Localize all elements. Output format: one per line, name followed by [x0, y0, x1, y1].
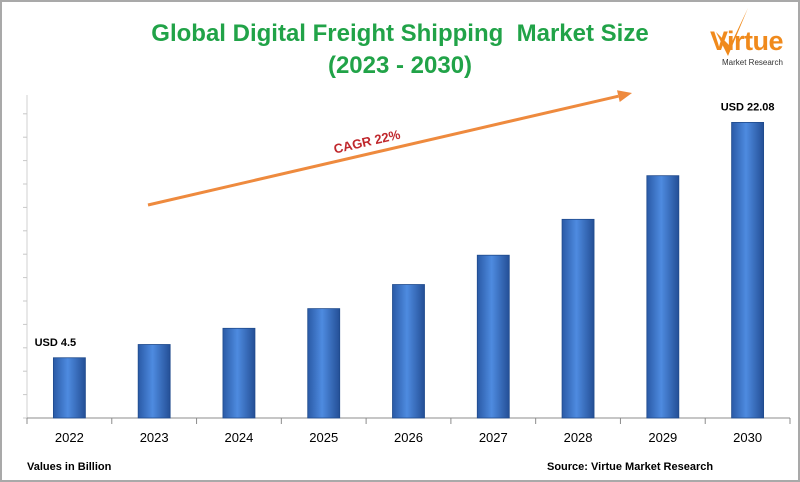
source-note: Source: Virtue Market Research: [547, 461, 714, 473]
x-tick-label: 2026: [394, 430, 423, 445]
values-unit-note: Values in Billion: [27, 461, 112, 473]
bar-2030: [731, 121, 765, 419]
logo-checkmark-icon: [716, 8, 748, 56]
bar-2026: [392, 284, 425, 419]
bar-2024: [222, 327, 256, 419]
virtue-logo: Virtue Market Research: [708, 6, 794, 72]
x-tick-label: 2027: [479, 430, 508, 445]
x-tick-label: 2028: [564, 430, 593, 445]
logo-subtitle: Market Research: [722, 58, 783, 67]
bar-2029: [646, 175, 680, 419]
bar-2027: [476, 254, 510, 419]
data-label: USD 4.5: [35, 337, 77, 349]
bar-2025: [307, 308, 341, 419]
cagr-arrow-shaft: [147, 94, 619, 207]
bar-2023: [137, 344, 171, 419]
x-tick-label: 2030: [733, 430, 762, 445]
x-tick-label: 2023: [140, 430, 169, 445]
cagr-arrow-head: [617, 90, 632, 103]
bar-2022: [52, 357, 86, 419]
chart-title: Global Digital Freight Shipping Market S…: [80, 18, 720, 82]
x-tick-label: 2024: [224, 430, 253, 445]
title-line-2: (2023 - 2030): [327, 52, 473, 79]
logo-word: Virtue: [710, 26, 784, 56]
title-line-1: Global Digital Freight Shipping Market S…: [151, 20, 649, 47]
x-tick-label: 2025: [309, 430, 338, 445]
data-label: USD 22.08: [721, 101, 775, 113]
cagr-annotation: CAGR 22%: [332, 127, 402, 157]
bar-2028: [561, 218, 595, 419]
x-tick-label: 2029: [648, 430, 677, 445]
x-tick-label: 2022: [55, 430, 84, 445]
